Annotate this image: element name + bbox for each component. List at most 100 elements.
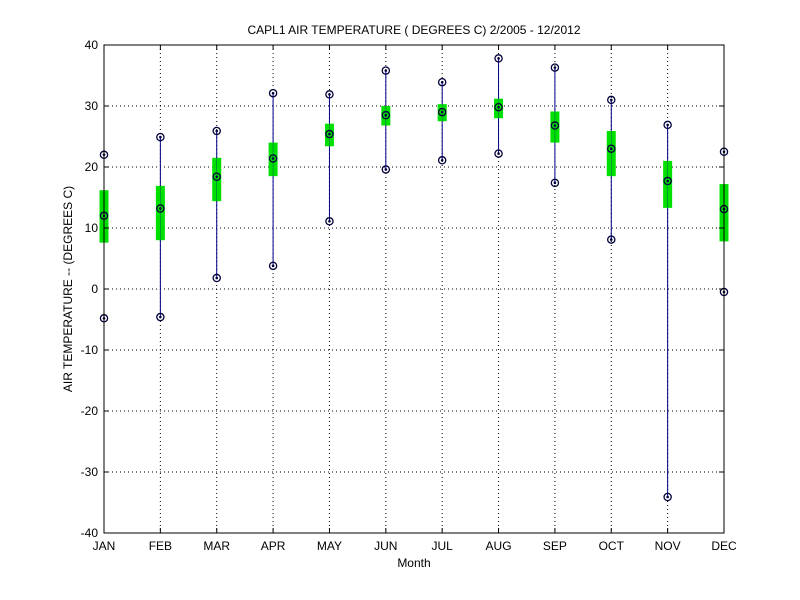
min-marker-dot <box>328 219 331 223</box>
x-tick-label: OCT <box>599 539 625 553</box>
max-marker-dot <box>159 135 162 139</box>
box-group-mar <box>212 126 222 283</box>
max-marker <box>268 88 278 98</box>
max-marker-dot <box>440 80 444 84</box>
y-tick-label: 40 <box>85 38 99 52</box>
min-marker <box>381 165 391 174</box>
median-marker-dot <box>215 175 219 179</box>
median-marker-dot <box>553 124 557 127</box>
y-tick-label: 30 <box>85 99 99 113</box>
min-marker-dot <box>159 315 162 319</box>
x-tick-label: FEB <box>149 539 172 553</box>
max-marker <box>437 77 447 87</box>
max-marker-dot <box>609 98 613 102</box>
max-marker <box>156 132 165 142</box>
median-marker-dot <box>609 147 613 150</box>
y-tick-label: -20 <box>81 404 99 418</box>
x-tick-label: AUG <box>486 539 512 553</box>
x-tick-label: MAR <box>203 539 230 553</box>
y-axis-label: AIR TEMPERATURE -- (DEGREES C) <box>61 186 75 392</box>
label-layer: -40 -30 -20 -10 0 10 20 30 40 JAN FEB MAR APR MAY JUN J… <box>81 38 737 553</box>
grid-layer <box>104 45 724 533</box>
median-marker <box>663 176 672 186</box>
x-tick-label: APR <box>261 539 286 553</box>
median-marker-dot <box>497 105 500 109</box>
y-tick-label: -30 <box>81 465 99 479</box>
min-marker-dot <box>609 238 613 241</box>
median-marker <box>212 172 221 182</box>
box-group-jun <box>381 66 391 174</box>
y-tick-label: 10 <box>85 221 99 235</box>
box-group-apr <box>268 88 278 271</box>
max-marker-dot <box>271 91 275 95</box>
min-marker <box>156 312 165 322</box>
x-axis-label: Month <box>397 556 430 570</box>
max-marker <box>663 120 672 130</box>
median-marker <box>607 144 616 153</box>
y-tick-label: 0 <box>91 282 98 296</box>
box-group-may <box>324 90 334 226</box>
min-marker <box>212 273 221 283</box>
min-marker <box>607 235 616 244</box>
x-tick-label: MAY <box>317 539 342 553</box>
tick-layer <box>103 44 725 534</box>
median-marker-dot <box>328 132 331 136</box>
y-tick-label: -40 <box>81 526 99 540</box>
x-tick-label: NOV <box>655 539 681 553</box>
max-marker-dot <box>215 129 219 133</box>
min-marker-dot <box>553 181 557 185</box>
median-marker-dot <box>666 179 669 183</box>
median-marker <box>494 102 503 112</box>
max-marker <box>212 126 221 136</box>
max-marker-dot <box>666 123 669 127</box>
min-marker <box>437 156 447 165</box>
y-tick-label: 20 <box>85 160 99 174</box>
median-marker <box>381 110 391 120</box>
box-group-sep <box>550 63 560 188</box>
box-group-jul <box>437 77 447 165</box>
median-marker-dot <box>440 110 444 114</box>
max-marker-dot <box>328 93 331 96</box>
min-marker <box>268 261 278 271</box>
x-tick-label: JUL <box>432 539 454 553</box>
box-group-oct <box>606 95 616 244</box>
min-marker-dot <box>440 158 444 162</box>
max-marker-dot <box>497 57 500 60</box>
data-layer <box>99 54 729 502</box>
min-marker <box>325 217 334 226</box>
min-marker-dot <box>666 495 669 499</box>
min-marker-dot <box>271 264 275 268</box>
max-marker-dot <box>384 69 388 72</box>
max-marker-dot <box>553 66 557 69</box>
box-group-aug <box>494 54 504 158</box>
max-marker <box>607 95 616 105</box>
median-marker <box>325 129 334 139</box>
x-tick-label: JAN <box>93 539 116 553</box>
max-marker <box>381 66 391 75</box>
min-marker <box>663 492 672 502</box>
max-marker <box>494 54 503 63</box>
median-marker-dot <box>271 157 275 160</box>
median-marker <box>156 204 165 213</box>
x-tick-label: JUN <box>374 539 397 553</box>
median-marker-dot <box>159 207 162 210</box>
median-marker-dot <box>384 113 388 117</box>
y-tick-label: -10 <box>81 343 99 357</box>
min-marker <box>494 149 503 158</box>
min-marker-dot <box>215 276 219 280</box>
box-group-nov <box>663 120 673 502</box>
median-marker <box>437 107 447 117</box>
median-marker <box>268 154 278 163</box>
x-tick-label: DEC <box>711 539 737 553</box>
max-marker <box>325 90 334 99</box>
x-tick-label: SEP <box>543 539 567 553</box>
min-marker <box>550 178 560 188</box>
chart-title: CAPL1 AIR TEMPERATURE ( DEGREES C) 2/200… <box>247 23 580 37</box>
max-marker <box>550 63 560 72</box>
min-marker-dot <box>384 168 388 171</box>
median-marker <box>550 121 560 130</box>
min-marker-dot <box>497 152 500 155</box>
box-group-feb <box>155 132 165 322</box>
